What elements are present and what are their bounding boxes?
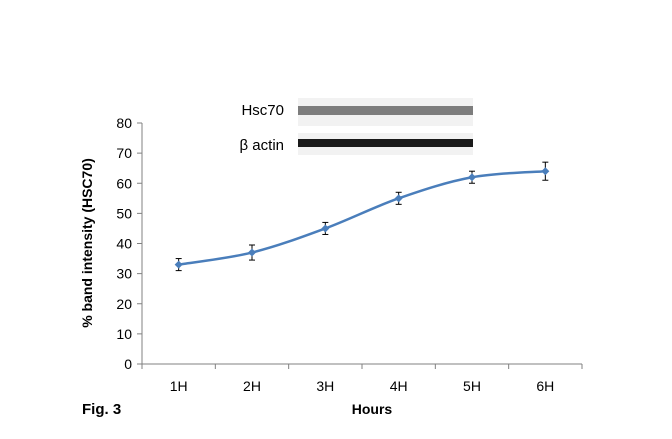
x-tick-label: 4H [390,378,408,394]
x-tick-label: 3H [316,378,334,394]
x-tick-label: 2H [243,378,261,394]
y-tick-label: 80 [116,115,132,131]
y-tick-label: 60 [116,175,132,191]
data-point [541,167,550,176]
blot-band-actin [298,139,473,147]
x-tick-label: 6H [536,378,554,394]
x-axis-ticks: 1H 2H 3H 4H 5H 6H [141,364,583,394]
x-tick-label: 5H [463,378,481,394]
y-tick-label: 70 [116,145,132,161]
y-axis-ticks: 0 10 20 30 40 50 60 70 80 [116,115,142,372]
blot-label-actin: β actin [240,137,284,154]
data-point [394,194,403,203]
western-blot-inset: Hsc70 β actin [240,98,473,155]
y-tick-label: 30 [116,266,132,282]
x-axis-title: Hours [352,401,393,417]
y-axis-title: % band intensity (HSC70) [79,158,95,328]
data-point [248,248,256,257]
y-tick-label: 50 [116,205,132,221]
data-point [468,173,476,182]
x-tick-label: 1H [170,378,188,394]
y-tick-label: 10 [116,326,132,342]
series-line [178,169,546,266]
blot-label-hsc70: Hsc70 [241,102,284,119]
blot-band-hsc70 [298,106,473,115]
plot-area [174,161,550,272]
y-tick-label: 20 [116,296,132,312]
data-point [321,224,330,233]
y-tick-label: 40 [116,236,132,252]
data-point [174,260,183,269]
y-tick-label: 0 [124,356,132,372]
figure-label: Fig. 3 [82,401,121,418]
